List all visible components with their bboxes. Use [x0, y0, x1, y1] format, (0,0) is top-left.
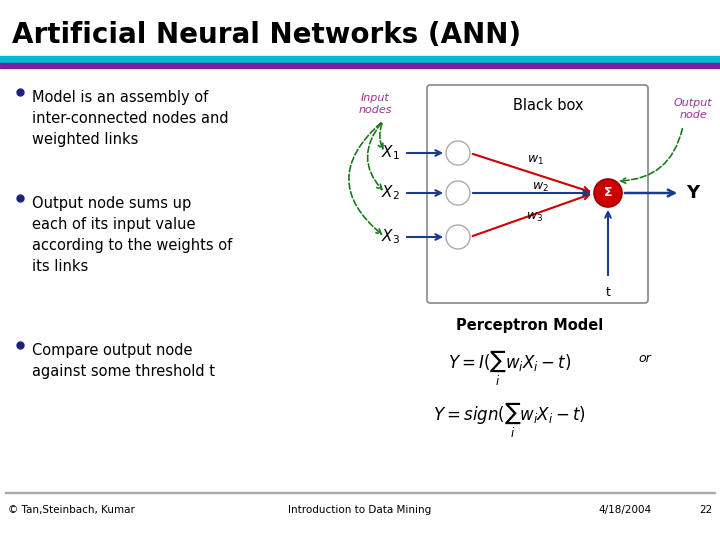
Text: $Y = sign(\sum_i w_i X_i - t)$: $Y = sign(\sum_i w_i X_i - t)$	[433, 400, 587, 440]
Text: $X_1$: $X_1$	[381, 144, 400, 163]
Bar	[0, 63, 720, 68]
Text: Black box: Black box	[513, 98, 583, 113]
Text: Perceptron Model: Perceptron Model	[456, 318, 603, 333]
Text: Model is an assembly of
inter-connected nodes and
weighted links: Model is an assembly of inter-connected …	[32, 90, 229, 147]
Text: 4/18/2004: 4/18/2004	[598, 505, 651, 515]
Text: 22: 22	[698, 505, 712, 515]
Text: $Y = I(\sum_i w_i X_i - t)$: $Y = I(\sum_i w_i X_i - t)$	[449, 348, 572, 388]
Bar	[5, 492, 715, 493]
Text: Input
nodes: Input nodes	[359, 93, 392, 114]
Bar	[0, 56, 720, 63]
FancyBboxPatch shape	[427, 85, 648, 303]
Text: Output
node: Output node	[674, 98, 712, 119]
Text: Y: Y	[686, 184, 699, 202]
Text: $w_1$: $w_1$	[526, 154, 544, 167]
Text: t: t	[606, 286, 611, 299]
Circle shape	[446, 141, 470, 165]
Text: Compare output node
against some threshold t: Compare output node against some thresho…	[32, 343, 215, 379]
Circle shape	[594, 179, 622, 207]
Circle shape	[446, 181, 470, 205]
Text: Σ: Σ	[604, 186, 612, 199]
Text: © Tan,Steinbach, Kumar: © Tan,Steinbach, Kumar	[8, 505, 135, 515]
Text: Introduction to Data Mining: Introduction to Data Mining	[289, 505, 431, 515]
Text: Artificial Neural Networks (ANN): Artificial Neural Networks (ANN)	[12, 21, 521, 49]
Text: Output node sums up
each of its input value
according to the weights of
its link: Output node sums up each of its input va…	[32, 196, 233, 274]
Circle shape	[446, 225, 470, 249]
Text: $w_3$: $w_3$	[526, 211, 544, 224]
Text: $X_2$: $X_2$	[381, 184, 400, 202]
Text: $X_3$: $X_3$	[380, 228, 400, 246]
Text: $w_2$: $w_2$	[531, 181, 549, 194]
Text: or: or	[638, 352, 651, 365]
